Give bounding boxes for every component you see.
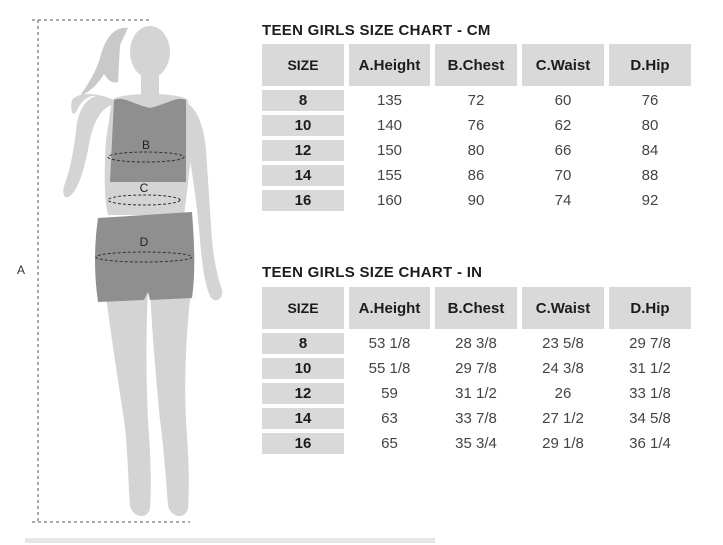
- col-header-waist: C.Waist: [522, 44, 604, 86]
- waist-cell: 26: [554, 385, 572, 402]
- col-header-chest: B.Chest: [435, 287, 517, 329]
- chest-ellipse: [107, 151, 185, 163]
- chest-cell: 33 7/8: [455, 410, 497, 427]
- height-cell: 53 1/8: [368, 335, 411, 352]
- waist-ellipse: [107, 194, 181, 206]
- height-cell: 63: [381, 410, 398, 427]
- waist-cell: 60: [554, 92, 572, 109]
- hip-cell: 31 1/2: [629, 360, 671, 377]
- waist-cell: 29 1/8: [542, 435, 584, 452]
- waist-cell: 74: [554, 192, 572, 209]
- height-measure-line: [32, 19, 190, 523]
- table-row: 16 65 35 3/4 29 1/8 36 1/4: [262, 433, 691, 454]
- cm-size-table: SIZE A.Height B.Chest C.Waist D.Hip 8 13…: [257, 40, 696, 215]
- label-b: B: [142, 138, 150, 152]
- table-row: 14 63 33 7/8 27 1/2 34 5/8: [262, 408, 691, 429]
- label-d: D: [140, 235, 149, 249]
- size-cell: 16: [262, 433, 344, 454]
- size-cell: 14: [262, 408, 344, 429]
- height-cell: 135: [376, 92, 403, 109]
- chest-cell: 90: [467, 192, 485, 209]
- waist-cell: 66: [554, 142, 572, 159]
- cm-chart-title: TEEN GIRLS SIZE CHART - CM: [262, 22, 491, 39]
- col-header-waist: C.Waist: [522, 287, 604, 329]
- waist-cell: 24 3/8: [542, 360, 584, 377]
- hip-cell: 84: [641, 142, 659, 159]
- col-header-hip: D.Hip: [609, 44, 691, 86]
- table-row: 16 160 90 74 92: [262, 190, 691, 211]
- height-cell: 140: [376, 117, 403, 134]
- col-header-size: SIZE: [262, 287, 344, 329]
- in-chart-title: TEEN GIRLS SIZE CHART - IN: [262, 264, 483, 281]
- waist-cell: 23 5/8: [542, 335, 584, 352]
- measure-ellipses: [95, 151, 193, 263]
- col-header-size: SIZE: [262, 44, 344, 86]
- bottom-divider: [25, 538, 435, 543]
- hip-cell: 33 1/8: [629, 385, 671, 402]
- height-cell: 55 1/8: [368, 360, 411, 377]
- hip-cell: 34 5/8: [629, 410, 671, 427]
- chest-cell: 35 3/4: [455, 435, 497, 452]
- waist-cell: 27 1/2: [542, 410, 584, 427]
- height-cell: 150: [376, 142, 403, 159]
- height-cell: 59: [381, 385, 398, 402]
- table-row: 8 53 1/8 28 3/8 23 5/8 29 7/8: [262, 333, 691, 354]
- body-measurement-figure: A B C D: [17, 19, 223, 523]
- chest-cell: 76: [467, 117, 485, 134]
- height-cell: 65: [381, 435, 398, 452]
- label-a: A: [17, 263, 25, 277]
- in-size-table: SIZE A.Height B.Chest C.Waist D.Hip 8 53…: [257, 283, 696, 458]
- size-cell: 8: [262, 333, 344, 354]
- hip-cell: 36 1/4: [629, 435, 671, 452]
- chest-cell: 72: [467, 92, 485, 109]
- chest-cell: 28 3/8: [455, 335, 497, 352]
- cm-header-row: SIZE A.Height B.Chest C.Waist D.Hip: [262, 44, 691, 86]
- waist-cell: 62: [554, 117, 572, 134]
- col-header-height: A.Height: [349, 287, 430, 329]
- hip-ellipse: [95, 251, 193, 263]
- size-cell: 12: [262, 383, 344, 404]
- hip-cell: 80: [641, 117, 659, 134]
- size-cell: 16: [262, 190, 344, 211]
- height-cell: 155: [376, 167, 403, 184]
- chest-cell: 29 7/8: [455, 360, 497, 377]
- table-row: 10 55 1/8 29 7/8 24 3/8 31 1/2: [262, 358, 691, 379]
- waist-cell: 70: [554, 167, 572, 184]
- size-cell: 10: [262, 358, 344, 379]
- in-header-row: SIZE A.Height B.Chest C.Waist D.Hip: [262, 287, 691, 329]
- hip-cell: 29 7/8: [629, 335, 671, 352]
- col-header-height: A.Height: [349, 44, 430, 86]
- hip-cell: 92: [641, 192, 659, 209]
- chest-cell: 80: [467, 142, 485, 159]
- col-header-hip: D.Hip: [609, 287, 691, 329]
- shorts: [95, 212, 195, 302]
- table-row: 8 135 72 60 76: [262, 90, 691, 111]
- table-row: 12 150 80 66 84: [262, 140, 691, 161]
- col-header-chest: B.Chest: [435, 44, 517, 86]
- height-cell: 160: [376, 192, 403, 209]
- hip-cell: 88: [641, 167, 659, 184]
- table-row: 14 155 86 70 88: [262, 165, 691, 186]
- size-cell: 8: [262, 90, 344, 111]
- chest-cell: 86: [467, 167, 485, 184]
- size-cell: 10: [262, 115, 344, 136]
- size-cell: 12: [262, 140, 344, 161]
- table-row: 12 59 31 1/2 26 33 1/8: [262, 383, 691, 404]
- table-row: 10 140 76 62 80: [262, 115, 691, 136]
- size-cell: 14: [262, 165, 344, 186]
- hip-cell: 76: [641, 92, 659, 109]
- label-c: C: [140, 181, 149, 195]
- chest-cell: 31 1/2: [455, 385, 497, 402]
